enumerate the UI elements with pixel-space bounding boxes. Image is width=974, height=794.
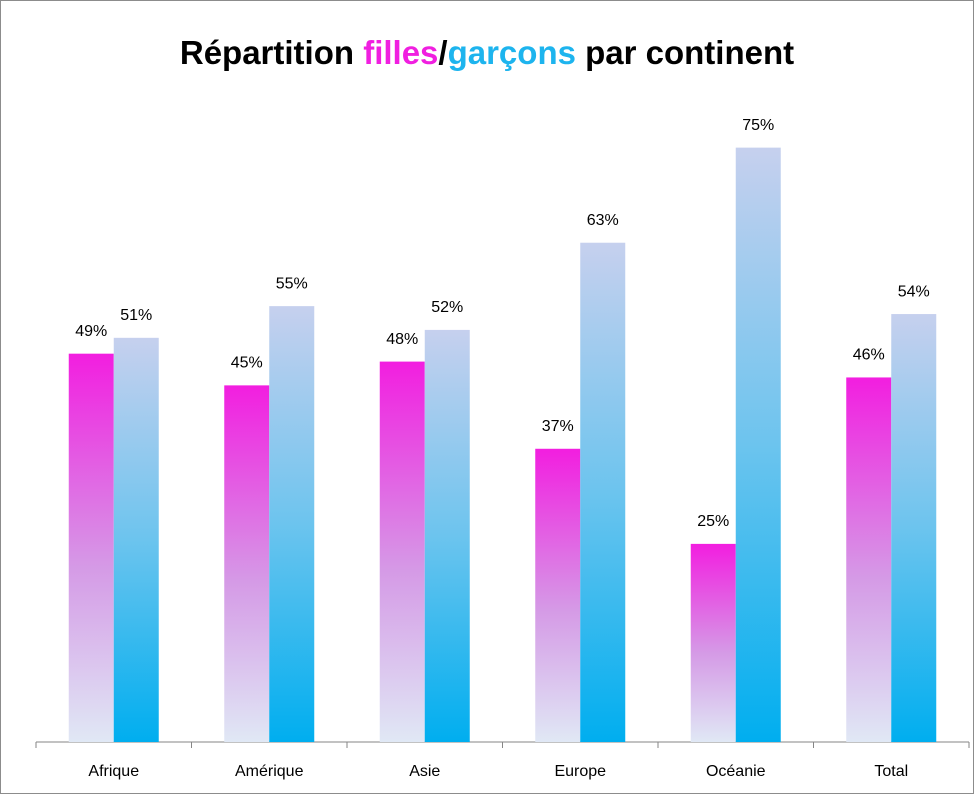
x-tick-label: Afrique [88, 763, 139, 780]
title-part: par continent [576, 34, 794, 71]
bar [113, 337, 159, 742]
bar [535, 448, 581, 742]
bar [224, 385, 270, 742]
value-label: 49% [75, 323, 107, 340]
title-part: garçons [448, 34, 576, 71]
x-tick-label: Total [874, 763, 908, 780]
value-label: 45% [231, 355, 263, 372]
value-label: 25% [697, 513, 729, 530]
chart-title: Répartition filles/garçons par continent [180, 34, 794, 71]
bar [690, 543, 736, 742]
bar [68, 353, 114, 742]
x-tick-label: Europe [554, 763, 606, 780]
value-label: 75% [742, 117, 774, 134]
x-tick-label: Océanie [706, 763, 766, 780]
x-tick-label: Amérique [235, 763, 304, 780]
value-label: 46% [853, 347, 885, 364]
value-label: 37% [542, 418, 574, 435]
bar [269, 306, 315, 742]
value-label: 51% [120, 307, 152, 324]
title-part: filles [363, 34, 438, 71]
value-label: 55% [276, 275, 308, 292]
bar [846, 377, 892, 742]
x-tick-label: Asie [409, 763, 440, 780]
value-label: 52% [431, 299, 463, 316]
title-part: Répartition [180, 34, 363, 71]
bar [379, 361, 425, 742]
value-label: 54% [898, 283, 930, 300]
bar [580, 242, 626, 742]
title-part: / [438, 34, 447, 71]
bar [891, 314, 937, 742]
value-label: 63% [587, 212, 619, 229]
bar [735, 147, 781, 742]
bar [424, 329, 470, 742]
value-label: 48% [386, 331, 418, 348]
